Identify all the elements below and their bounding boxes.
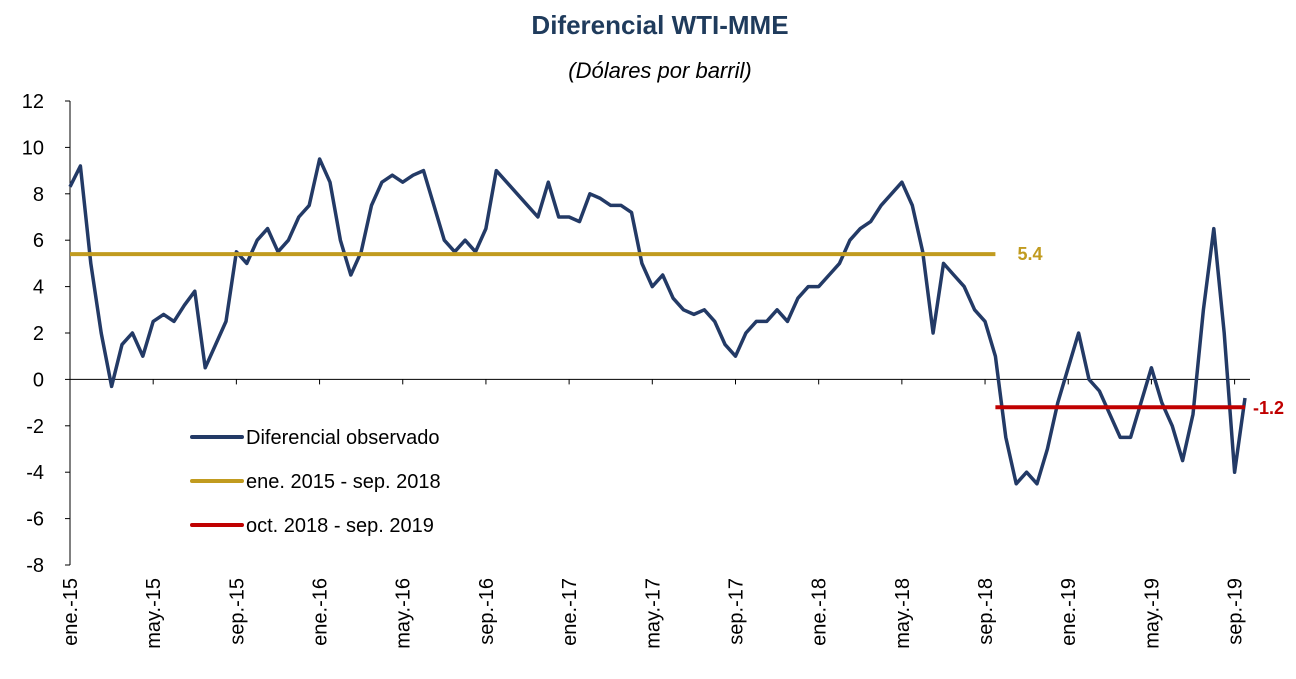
- x-tick-label: ene.-17: [559, 578, 581, 646]
- x-tick-label: sep.-19: [1225, 578, 1247, 645]
- y-tick-label: 2: [33, 323, 44, 345]
- y-tick-label: -2: [26, 416, 44, 438]
- y-tick-label: 4: [33, 277, 44, 299]
- x-tick-label: ene.-15: [60, 578, 82, 646]
- y-tick-label: 8: [33, 184, 44, 206]
- data-label: 5.4: [1017, 244, 1042, 264]
- y-tick-label: -4: [26, 462, 44, 484]
- x-tick-label: ene.-16: [310, 578, 332, 646]
- data-label: -1.2: [1253, 398, 1284, 418]
- legend-label: Diferencial observado: [246, 427, 439, 449]
- x-tick-label: may.-16: [393, 578, 415, 649]
- x-tick-label: sep.-18: [975, 578, 997, 645]
- chart-title: Diferencial WTI-MME: [531, 10, 788, 40]
- legend-label: ene. 2015 - sep. 2018: [246, 471, 441, 493]
- series-line: [68, 157, 1247, 486]
- y-tick-label: 10: [22, 137, 44, 159]
- x-tick-label: may.-19: [1141, 578, 1163, 649]
- legend-label: oct. 2018 - sep. 2019: [246, 515, 434, 537]
- x-tick-label: ene.-19: [1058, 578, 1080, 646]
- y-tick-label: -6: [26, 509, 44, 531]
- x-tick-label: ene.-18: [809, 578, 831, 646]
- x-tick-label: sep.-16: [476, 578, 498, 645]
- x-tick-label: may.-17: [642, 578, 664, 649]
- x-tick-label: sep.-15: [226, 578, 248, 645]
- x-tick-label: may.-18: [892, 578, 914, 649]
- y-tick-label: 0: [33, 369, 44, 391]
- x-tick-label: may.-15: [143, 578, 165, 649]
- chart-subtitle: (Dólares por barril): [568, 58, 751, 83]
- x-tick-label: sep.-17: [725, 578, 747, 645]
- y-tick-label: -8: [26, 555, 44, 577]
- y-tick-label: 12: [22, 91, 44, 113]
- y-tick-label: 6: [33, 230, 44, 252]
